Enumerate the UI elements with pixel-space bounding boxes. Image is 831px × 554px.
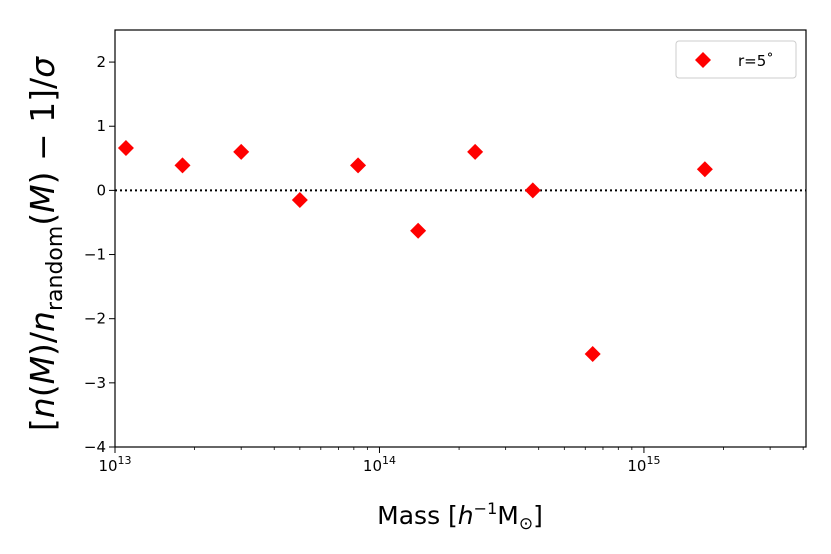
- data-point: [410, 222, 427, 239]
- data-point: [233, 143, 250, 160]
- x-axis-label-unit: M: [497, 501, 519, 530]
- y-tick-label: 2: [96, 53, 106, 71]
- x-axis-ticks: 1013 1014 1015: [98, 447, 660, 475]
- y-tick-label: 0: [96, 181, 106, 199]
- x-axis-label-exponent: −1: [474, 499, 498, 518]
- x-axis-label: Mass [h−1M⊙]: [377, 499, 543, 534]
- y-axis-label-divide: )/: [23, 331, 62, 356]
- y-axis-label-minus-one: ) − 1]/: [23, 77, 62, 184]
- data-point: [696, 161, 713, 178]
- plot-frame: [114, 29, 807, 448]
- x-axis-label-close: ]: [533, 501, 543, 530]
- x-tick-label: 1015: [627, 454, 660, 475]
- y-axis-label-paren2: (: [23, 213, 62, 226]
- x-axis-minor-ticks: [194, 447, 804, 450]
- y-axis-label: [n(M)/nrandom(M) − 1]/σ: [23, 56, 68, 431]
- data-point: [584, 345, 601, 362]
- y-tick-label: 1: [96, 117, 106, 135]
- plot-area: 210−1−2−3−4 1013 1014 1015: [84, 29, 807, 475]
- y-axis-label-m2: M: [23, 184, 62, 212]
- y-tick-label: −4: [84, 438, 106, 456]
- y-axis-label-open: [: [23, 418, 62, 431]
- data-point: [350, 157, 367, 174]
- data-point: [524, 182, 541, 199]
- y-axis-label-subscript: random: [43, 226, 68, 311]
- data-point: [174, 157, 191, 174]
- y-axis-label-n-random: n: [23, 311, 62, 332]
- x-axis-label-sun-symbol: ⊙: [519, 514, 533, 534]
- data-point: [467, 143, 484, 160]
- y-axis-label-paren1: (: [23, 384, 62, 397]
- x-tick-label: 1014: [363, 454, 396, 475]
- y-tick-label: −3: [84, 374, 106, 392]
- y-axis-ticks: 2 1 0 −1 −2 −3 −4: [84, 53, 115, 456]
- x-tick-label: 1013: [98, 454, 131, 475]
- x-tick-label-base: 10: [363, 457, 382, 475]
- data-point: [117, 140, 134, 157]
- y-axis-label-m: M: [23, 356, 62, 384]
- y-axis-label-n: n: [23, 397, 62, 418]
- x-axis-label-h: h: [458, 501, 474, 530]
- x-axis-label-text: Mass [: [377, 501, 458, 530]
- y-tick-label: −1: [84, 246, 106, 264]
- x-tick-label-exponent: 14: [382, 454, 396, 467]
- legend-label: r=5˚: [738, 52, 774, 70]
- legend: r=5˚: [675, 40, 797, 79]
- data-points: [117, 140, 713, 362]
- data-point: [291, 192, 308, 209]
- y-axis-label-sigma: σ: [23, 56, 62, 78]
- y-tick-label: −2: [84, 310, 106, 328]
- x-tick-label-exponent: 13: [118, 454, 132, 467]
- x-tick-label-base: 10: [98, 457, 117, 475]
- legend-marker: [695, 52, 711, 68]
- x-tick-label-exponent: 15: [646, 454, 660, 467]
- legend-box: [675, 40, 797, 79]
- x-tick-label-base: 10: [627, 457, 646, 475]
